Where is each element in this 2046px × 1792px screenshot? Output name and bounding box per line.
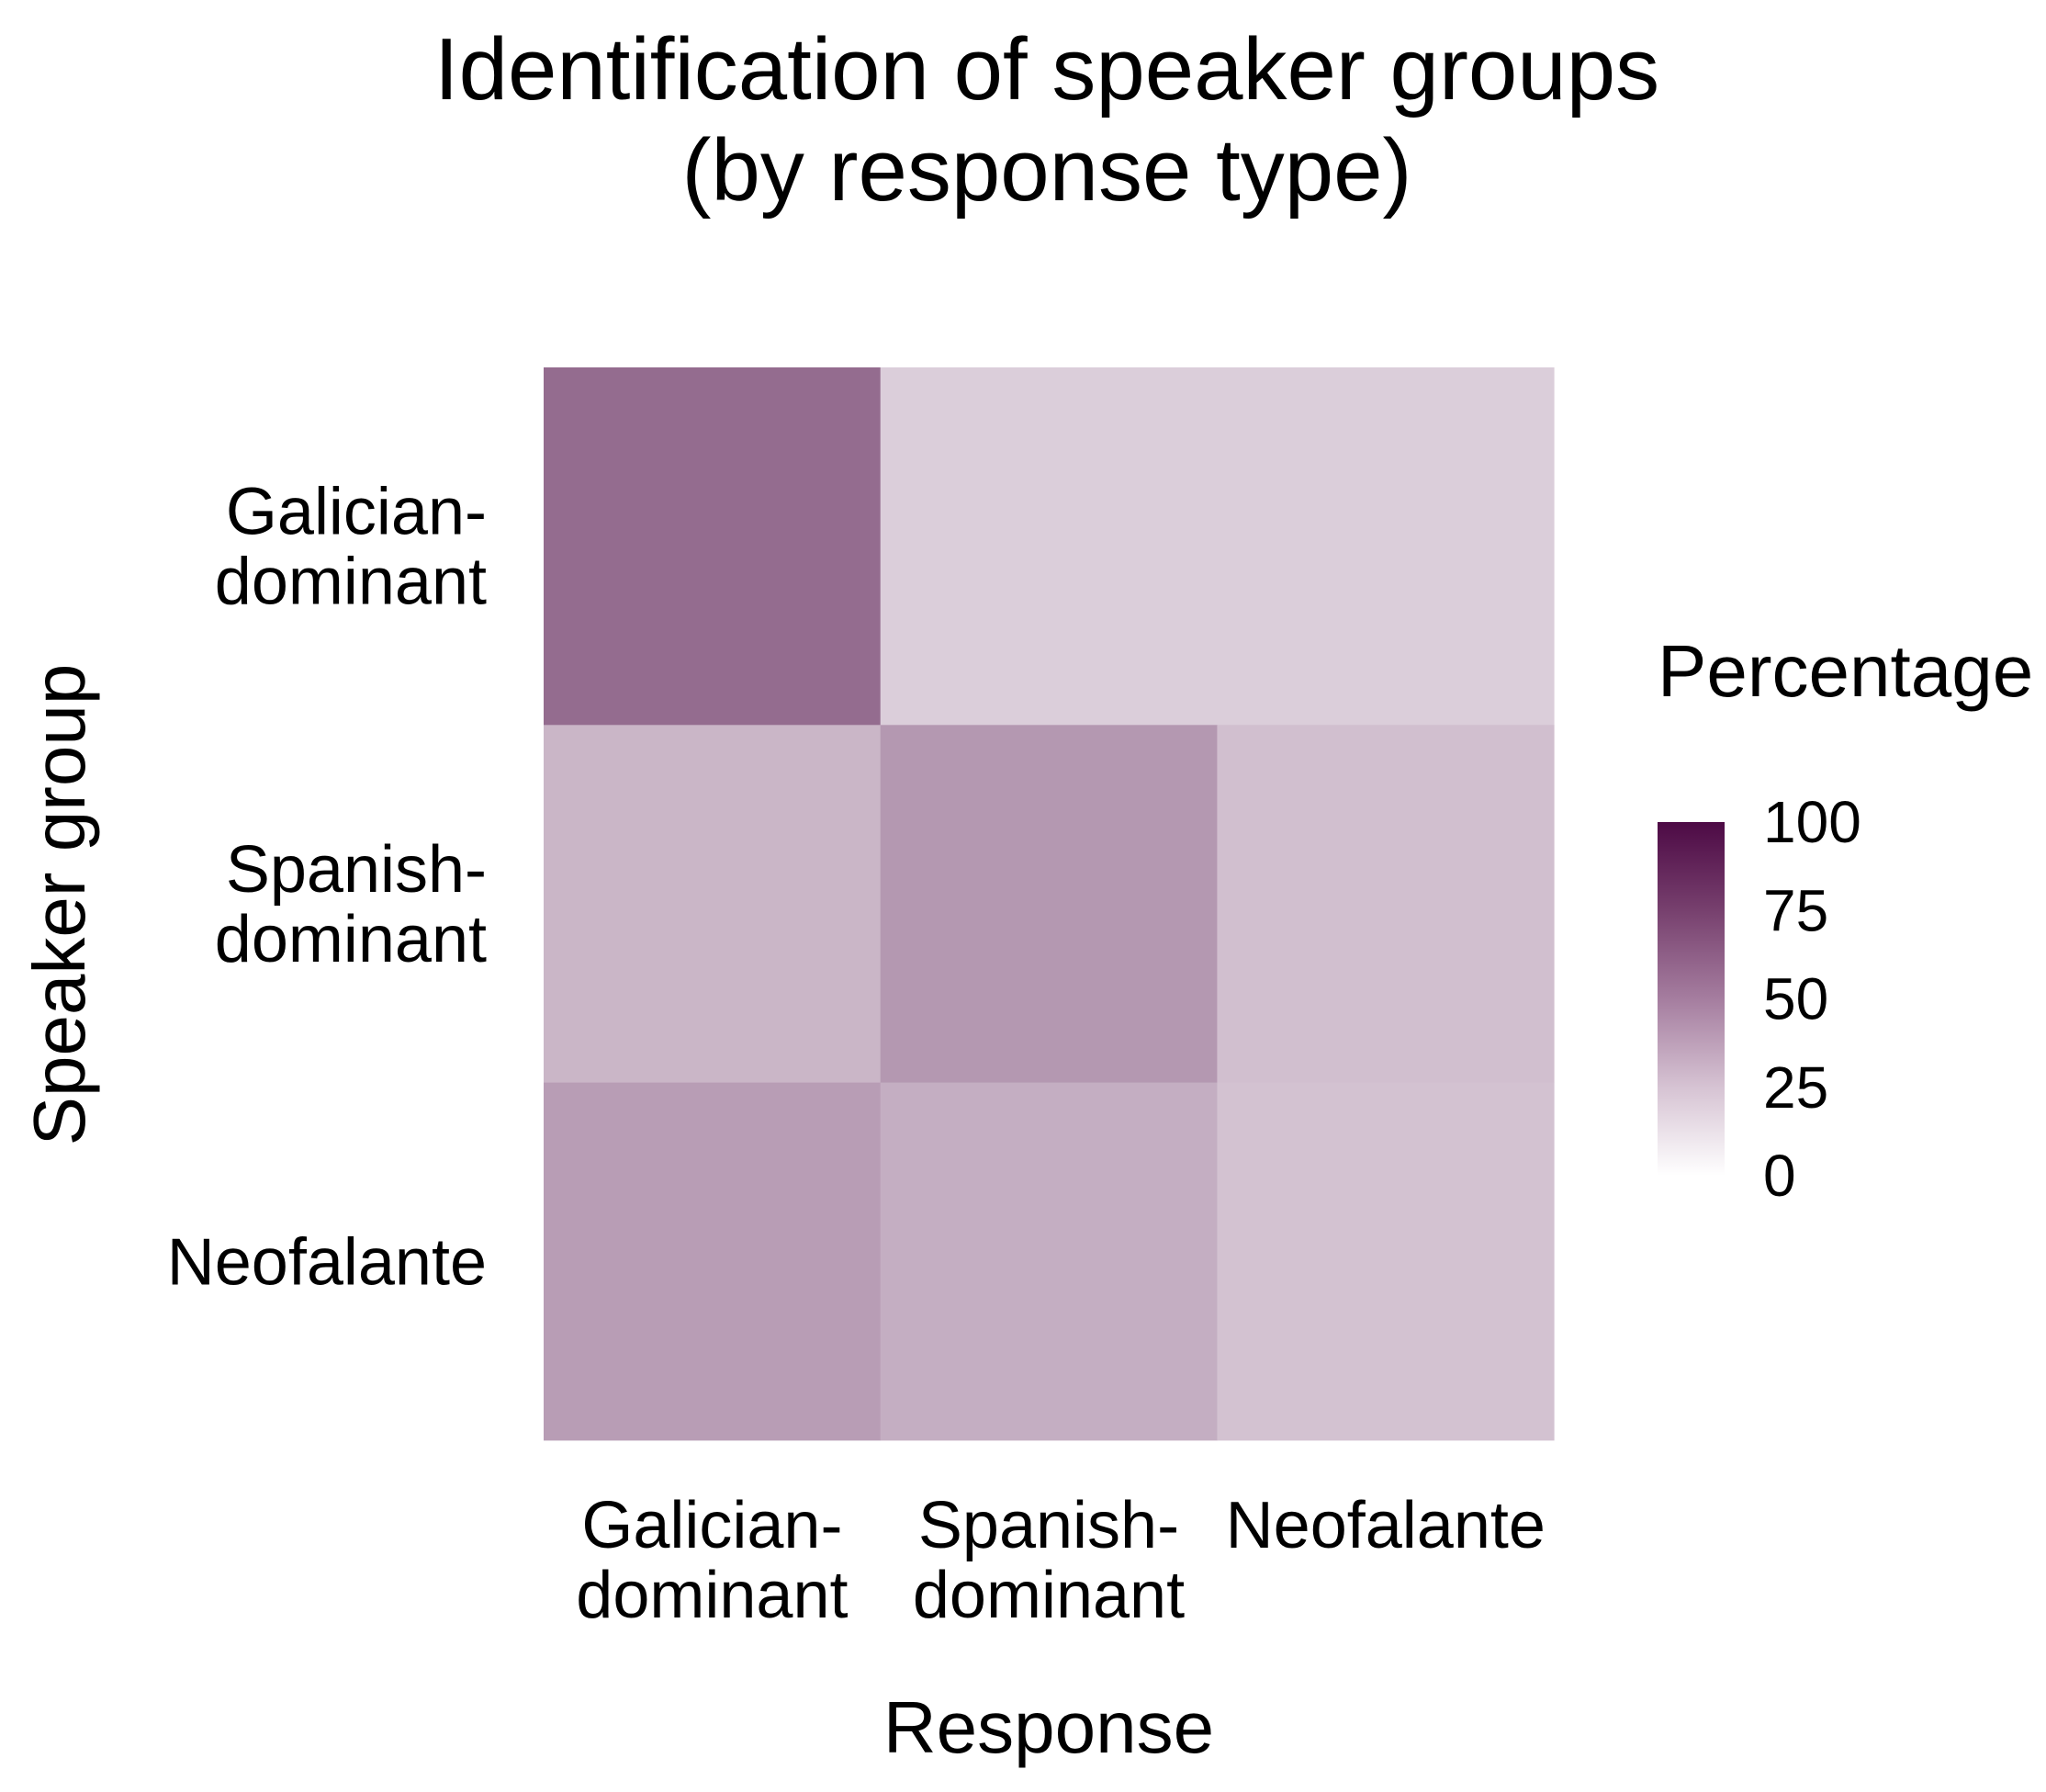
- heatmap-cell: [544, 725, 882, 1084]
- legend-tick-label: 50: [1763, 966, 1828, 1032]
- x-tick-label: Neofalante: [1226, 1489, 1546, 1562]
- x-tick-label: Galician-dominant: [576, 1489, 848, 1632]
- legend-colorbar: [1658, 822, 1725, 1176]
- y-axis-tick-labels: Galician-dominant Spanish-dominant Neofala…: [167, 476, 487, 1300]
- heatmap-cell: [1217, 725, 1555, 1084]
- heatmap-cell: [880, 1082, 1218, 1441]
- heatmap-cell: [1217, 367, 1555, 726]
- heatmap-cell: [880, 367, 1218, 726]
- legend-tick-labels: 0 25 50 75 100: [1763, 789, 1861, 1209]
- heatmap-cells: [544, 367, 1555, 1441]
- chart-title: Identification of speaker groups (by res…: [434, 20, 1659, 220]
- y-tick-label: Spanish-dominant: [215, 833, 487, 976]
- legend-tick-label: 25: [1763, 1054, 1828, 1121]
- y-tick-label: Neofalante: [167, 1225, 487, 1299]
- x-axis-title: Response: [883, 1686, 1214, 1768]
- chart-title-line-1: Identification of speaker groups: [434, 20, 1659, 118]
- legend-title: Percentage: [1658, 630, 2033, 712]
- color-legend: Percentage 0 25 50 75 100: [1658, 630, 2033, 1209]
- y-axis-title: Speaker group: [18, 664, 100, 1146]
- legend-tick-label: 0: [1763, 1143, 1796, 1209]
- legend-tick-label: 75: [1763, 877, 1828, 943]
- y-tick-label: Galician-dominant: [215, 476, 487, 619]
- heatmap-cell: [544, 367, 882, 726]
- heatmap-cell: [880, 725, 1218, 1084]
- heatmap-cell: [1217, 1082, 1555, 1441]
- x-tick-label: Spanish-dominant: [913, 1489, 1185, 1632]
- chart-title-line-2: (by response type): [681, 121, 1411, 220]
- x-axis-tick-labels: Galician-dominant Spanish-dominant Neofala…: [576, 1489, 1546, 1632]
- heatmap-cell: [544, 1082, 882, 1441]
- legend-tick-label: 100: [1763, 789, 1861, 855]
